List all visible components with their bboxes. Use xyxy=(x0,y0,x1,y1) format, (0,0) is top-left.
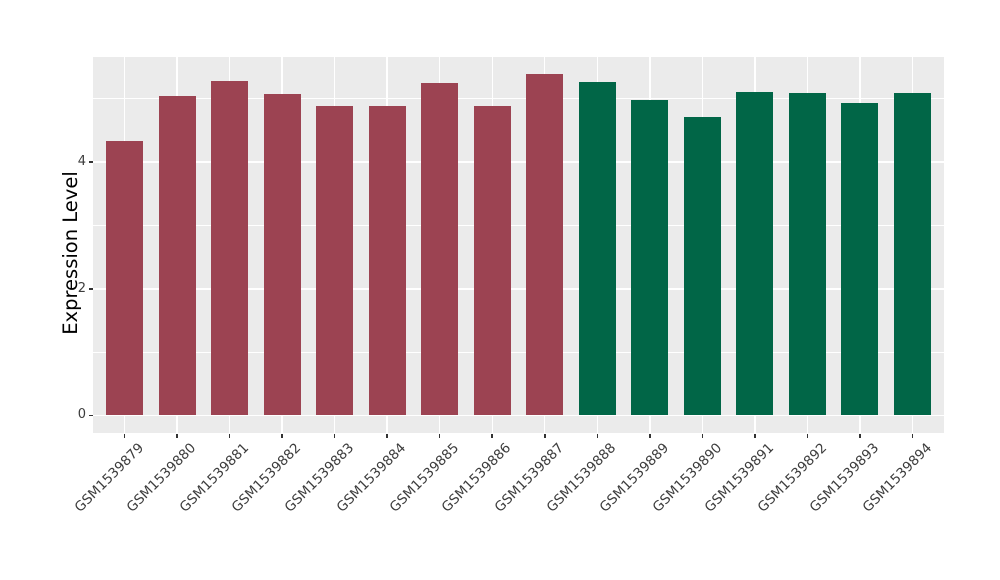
y-axis-title: Expression Level xyxy=(59,171,82,335)
minor-gridline xyxy=(93,351,944,353)
major-gridline xyxy=(93,288,944,290)
x-tick-mark xyxy=(386,433,388,438)
x-tick-mark xyxy=(911,433,914,438)
expression-bar xyxy=(368,105,406,416)
expression-bar xyxy=(158,95,196,416)
minor-gridline xyxy=(93,225,944,226)
major-gridline xyxy=(93,414,944,417)
x-tick-mark xyxy=(333,433,336,438)
x-tick-mark xyxy=(544,433,546,438)
y-tick-label: 2 xyxy=(77,280,86,296)
y-tick-mark xyxy=(88,288,93,290)
expression-bar xyxy=(106,140,144,416)
major-gridline xyxy=(93,161,944,163)
y-tick-label: 0 xyxy=(77,407,86,423)
expression-bar xyxy=(578,82,616,416)
x-tick-mark xyxy=(176,433,178,438)
expression-bar xyxy=(526,74,564,416)
x-tick-mark xyxy=(228,433,231,438)
expression-bar xyxy=(421,83,459,416)
x-tick-mark xyxy=(806,433,809,438)
expression-bar xyxy=(788,92,826,416)
y-tick-mark xyxy=(88,414,93,417)
expression-bar xyxy=(736,91,774,416)
expression-bar xyxy=(316,105,354,416)
expression-bar xyxy=(631,100,669,416)
minor-gridline xyxy=(93,98,944,100)
y-tick-mark xyxy=(88,161,93,163)
x-tick-mark xyxy=(281,433,283,438)
expression-bar xyxy=(841,102,879,416)
expression-bar xyxy=(263,93,301,416)
expression-bar xyxy=(893,92,931,416)
plot-panel xyxy=(93,57,944,433)
expression-bar xyxy=(683,117,721,416)
expression-bar xyxy=(473,105,511,416)
expression-bar xyxy=(211,80,249,416)
x-tick-mark xyxy=(754,433,756,438)
x-tick-mark xyxy=(596,433,599,438)
y-tick-label: 4 xyxy=(77,154,86,170)
x-tick-mark xyxy=(123,433,126,438)
x-tick-mark xyxy=(649,433,651,438)
x-tick-mark xyxy=(491,433,493,438)
x-tick-mark xyxy=(438,433,441,438)
x-tick-mark xyxy=(859,433,861,438)
x-tick-mark xyxy=(701,433,704,438)
